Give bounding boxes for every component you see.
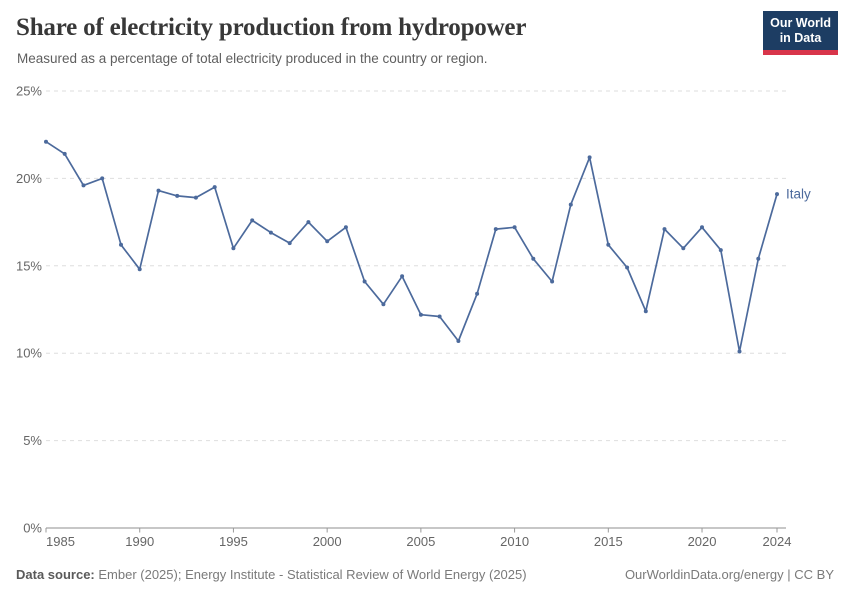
data-point[interactable] [531,256,536,261]
data-point[interactable] [756,256,761,261]
x-tick-label: 1990 [125,534,154,549]
data-point[interactable] [681,246,686,251]
owid-logo-line1: Our World [770,16,831,30]
series-line-italy[interactable] [45,140,778,353]
data-point[interactable] [512,225,517,230]
data-point[interactable] [325,239,330,244]
data-point[interactable] [137,267,142,272]
owid-logo[interactable]: Our World in Data [763,11,838,55]
data-point[interactable] [306,220,311,225]
chart-footer: Data source: Ember (2025); Energy Instit… [16,567,834,582]
data-point[interactable] [287,241,292,246]
x-tick-label: 1985 [46,534,75,549]
data-point[interactable] [737,349,742,354]
data-point[interactable] [550,279,555,284]
x-tick-label: 2015 [594,534,623,549]
data-point[interactable] [456,339,461,343]
data-point[interactable] [119,242,123,247]
data-point[interactable] [212,185,217,190]
data-point[interactable] [400,274,405,279]
data-point[interactable] [418,312,423,317]
data-point[interactable] [587,155,592,160]
data-point[interactable] [62,151,67,156]
x-tick-label: 2020 [688,534,717,549]
data-point[interactable] [175,193,180,198]
data-point[interactable] [662,227,667,232]
data-point[interactable] [437,314,442,319]
x-tick-label: 2010 [500,534,529,549]
data-source: Data source: Ember (2025); Energy Instit… [16,567,527,582]
data-point[interactable] [268,230,273,235]
data-point[interactable] [568,202,573,207]
data-point[interactable] [643,309,648,314]
data-point[interactable] [362,279,367,284]
data-point[interactable] [606,242,611,247]
y-tick-label: 10% [16,346,42,361]
owid-logo-line2: in Data [779,30,822,45]
series-end-label[interactable]: Italy [786,187,811,202]
x-axis-labels: 1985 1990 1995 2000 2005 2010 2015 2020 2024 [46,534,791,549]
data-point[interactable] [493,227,498,232]
y-tick-label: 25% [16,84,42,99]
data-point[interactable] [475,291,480,296]
data-point[interactable] [156,188,161,193]
data-point[interactable] [343,225,348,230]
x-tick-label: 2000 [313,534,342,549]
y-tick-label: 5% [23,433,42,448]
y-tick-label: 20% [16,171,42,186]
chart-title: Share of electricity production from hyd… [16,14,527,41]
data-point[interactable] [250,218,255,223]
x-tick-label: 1995 [219,534,248,549]
x-axis [45,528,778,533]
data-point[interactable] [44,139,48,144]
data-point[interactable] [100,176,105,181]
y-gridlines [46,90,786,529]
owid-cc-link[interactable]: OurWorldinData.org/energy | CC BY [624,567,834,582]
y-tick-label: 15% [16,258,42,273]
data-point[interactable] [625,265,630,270]
data-point[interactable] [231,246,236,251]
data-source-label: Data source: [16,567,95,582]
data-source-text: Ember (2025); Energy Institute - Statist… [94,567,527,582]
x-tick-label: 2005 [406,534,435,549]
data-point[interactable] [700,225,704,230]
chart-subtitle: Measured as a percentage of total electr… [17,51,488,66]
data-point[interactable] [775,192,779,197]
data-point[interactable] [718,248,723,253]
y-tick-label: 0% [23,521,42,536]
data-point[interactable] [81,183,86,188]
x-tick-label: 2024 [763,534,792,549]
data-point[interactable] [381,302,386,307]
data-point[interactable] [193,195,198,200]
series-points-italy[interactable] [44,139,779,354]
y-axis-labels: 0% 5% 10% 15% 20% 25% [16,84,42,536]
